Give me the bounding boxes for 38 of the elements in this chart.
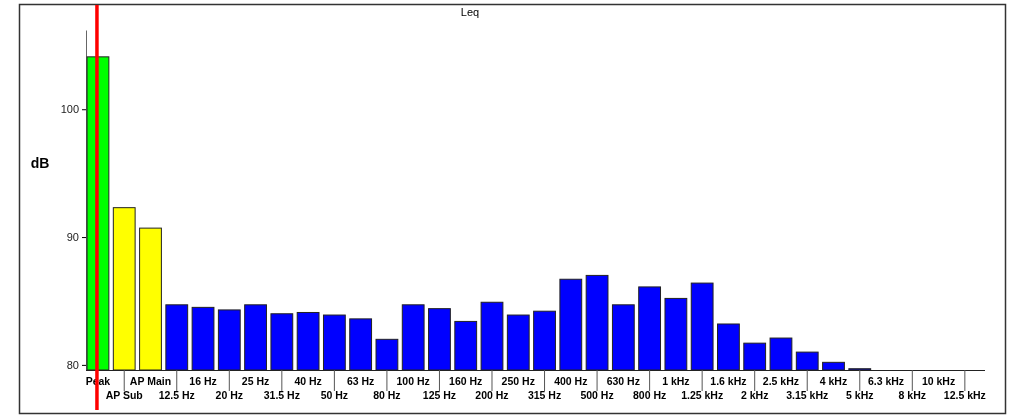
x-tick-label: 5 kHz <box>846 389 874 401</box>
x-tick-label: 2 kHz <box>740 389 769 401</box>
x-tick-label: 160 Hz <box>449 375 483 387</box>
x-tick-label: 1.6 kHz <box>710 375 747 387</box>
x-tick-label: 10 kHz <box>921 375 956 387</box>
x-tick-label: 630 Hz <box>606 375 640 387</box>
x-tick-label: 6.3 kHz <box>867 375 905 387</box>
x-tick-label: 12.5 Hz <box>158 389 195 401</box>
y-tick-label: 80 <box>66 358 79 371</box>
y-tick-label: 90 <box>66 231 79 244</box>
x-tick-label: 8 kHz <box>898 389 927 401</box>
x-tick-label: 16 Hz <box>189 375 217 387</box>
x-tick-label: 31.5 Hz <box>263 389 300 401</box>
x-tick-label: 1 kHz <box>662 375 690 387</box>
x-tick-label: 2.5 kHz <box>762 375 800 387</box>
x-tick-label: 400 Hz <box>554 375 588 387</box>
x-tick-label: AP Main <box>129 375 172 387</box>
x-tick-label: 3.15 kHz <box>786 389 829 401</box>
x-tick-label: 100 Hz <box>396 375 430 387</box>
x-tick-label: 50 Hz <box>320 389 349 401</box>
y-axis-title: dB <box>30 155 50 171</box>
x-tick-label: 500 Hz <box>580 389 614 401</box>
x-tick-label: 4 kHz <box>819 375 848 387</box>
chart-title: Leq <box>460 6 480 18</box>
x-tick-label: AP Sub <box>105 389 143 401</box>
x-tick-label: 250 Hz <box>501 375 535 387</box>
x-tick-label: 20 Hz <box>215 389 244 401</box>
y-tick-label: 100 <box>60 103 79 116</box>
x-tick-label: 200 Hz <box>475 389 509 401</box>
x-tick-label: 12.5 kHz <box>943 389 986 401</box>
x-tick-label: 25 Hz <box>241 375 270 387</box>
x-tick-label: 80 Hz <box>373 389 401 401</box>
x-tick-label: 1.25 kHz <box>681 389 724 401</box>
x-tick-label: 315 Hz <box>527 389 562 401</box>
x-tick-label: 125 Hz <box>422 389 457 401</box>
x-tick-label: 40 Hz <box>294 375 322 387</box>
x-tick-label: 63 Hz <box>346 375 375 387</box>
x-tick-label: 800 Hz <box>632 389 667 401</box>
